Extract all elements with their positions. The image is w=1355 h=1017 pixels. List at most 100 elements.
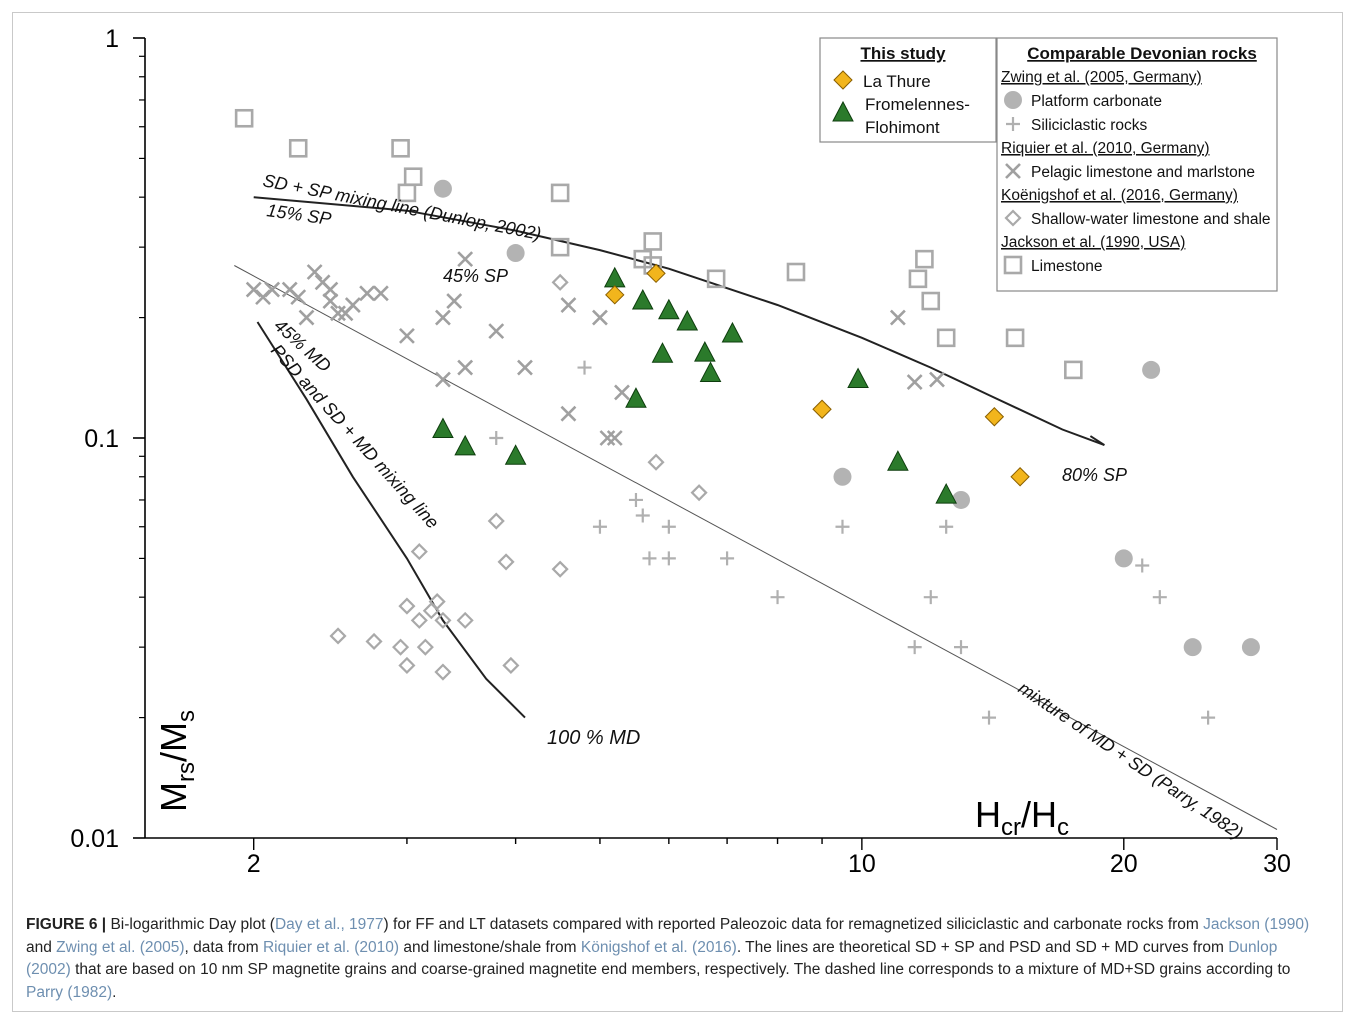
- md100-label: 100 % MD: [547, 727, 640, 749]
- parry-md-sd-line: [234, 265, 1278, 830]
- model-curves: [234, 196, 1278, 830]
- point-siliciclastic-rocks: [577, 360, 592, 375]
- point-platform-carbonate: [433, 179, 452, 198]
- point-pelagic-limestone-and-marlstone: [614, 384, 630, 401]
- legend-source: Zwing et al. (2005, Germany): [1001, 69, 1202, 86]
- caption-text: .: [112, 983, 117, 1001]
- point-shallow-water-limestone-and-shale: [434, 611, 452, 629]
- point-fromelennes-flohimont: [625, 387, 647, 408]
- y-axis-title-part: s: [173, 710, 200, 722]
- x-tick-label: 10: [848, 850, 876, 878]
- point-pelagic-limestone-and-marlstone: [889, 309, 906, 326]
- point-pelagic-limestone-and-marlstone: [488, 323, 505, 340]
- point-fromelennes-flohimont: [603, 266, 626, 288]
- point-platform-carbonate: [1142, 360, 1161, 379]
- x-tick-label: 2: [247, 850, 261, 878]
- point-shallow-water-limestone-and-shale: [398, 597, 416, 615]
- point-pelagic-limestone-and-marlstone: [929, 371, 945, 388]
- sd-sp-curve-end: [1089, 435, 1105, 446]
- axes: 1 0.1 0.01 2 10 20 30 Hcr/Hc Mrs/Ms: [70, 25, 1291, 878]
- point-siliciclastic-rocks: [982, 710, 997, 725]
- point-pelagic-limestone-and-marlstone: [446, 293, 463, 309]
- point-siliciclastic-rocks: [661, 519, 676, 534]
- caption-ref[interactable]: Parry (1982): [26, 983, 113, 1001]
- point-fromelennes-flohimont: [847, 367, 869, 389]
- point-limestone: [288, 138, 308, 158]
- point-limestone: [786, 262, 806, 282]
- caption-ref[interactable]: Dunlop (2002): [26, 938, 1278, 979]
- y-axis-title-part: M: [153, 782, 194, 812]
- legend-marker-cross: [1005, 163, 1021, 179]
- point-pelagic-limestone-and-marlstone: [306, 264, 323, 280]
- figure-caption: FIGURE 6 | Bi-logarithmic Day plot (Day …: [26, 914, 1326, 1004]
- point-pelagic-limestone-and-marlstone: [560, 297, 577, 313]
- figure-frame: [12, 12, 1343, 1012]
- point-platform-carbonate: [952, 490, 971, 509]
- point-limestone: [921, 291, 941, 311]
- point-platform-carbonate: [1183, 638, 1202, 657]
- caption-text: and: [26, 938, 57, 956]
- legend-source: Riquier et al. (2010, Germany): [1001, 140, 1209, 157]
- point-la-thure: [1010, 467, 1030, 487]
- point-platform-carbonate: [1114, 549, 1133, 568]
- point-platform-carbonate: [1241, 638, 1260, 657]
- x-tick-label: 20: [1110, 850, 1138, 878]
- legend-marker-diamond-open: [1004, 209, 1022, 227]
- sp45-label: 45% SP: [443, 266, 508, 286]
- point-shallow-water-limestone-and-shale: [434, 663, 452, 681]
- sp80-label: 80% SP: [1062, 465, 1127, 485]
- point-pelagic-limestone-and-marlstone: [298, 309, 315, 326]
- point-fromelennes-flohimont: [504, 444, 527, 465]
- data-markers: [234, 108, 1260, 725]
- point-limestone: [397, 183, 417, 203]
- legend-comparable-title: Comparable Devonian rocks: [1027, 44, 1257, 63]
- point-pelagic-limestone-and-marlstone: [435, 309, 451, 326]
- point-fromelennes-flohimont: [651, 342, 674, 363]
- legend-comparable-box: [996, 37, 1278, 292]
- point-shallow-water-limestone-and-shale: [410, 543, 428, 561]
- legend-marker-circle: [1004, 91, 1022, 109]
- caption-ref[interactable]: Königshof et al. (2016): [580, 938, 737, 956]
- sd-sp-mixing-curve: [253, 196, 1105, 447]
- point-fromelennes-flohimont: [887, 450, 909, 471]
- figure-label: FIGURE 6 |: [26, 916, 107, 933]
- caption-ref[interactable]: Zwing et al. (2005): [56, 938, 185, 956]
- x-axis-title-part: c: [1057, 814, 1069, 841]
- caption-text: . The lines are theoretical SD + SP and …: [736, 938, 1229, 956]
- point-siliciclastic-rocks: [720, 551, 735, 566]
- point-limestone: [633, 249, 653, 269]
- point-siliciclastic-rocks: [1152, 590, 1167, 605]
- point-pelagic-limestone-and-marlstone: [359, 285, 376, 302]
- caption-ref[interactable]: Riquier et al. (2010): [262, 938, 400, 956]
- legend-marker-fromelennes: [832, 100, 854, 122]
- caption-ref[interactable]: Day et al., 1977: [274, 916, 384, 933]
- point-fromelennes-flohimont: [721, 321, 744, 343]
- point-limestone: [915, 249, 934, 269]
- x-axis-title: Hcr/Hc: [975, 794, 1069, 841]
- point-shallow-water-limestone-and-shale: [410, 611, 428, 629]
- point-pelagic-limestone-and-marlstone: [264, 281, 281, 298]
- legend-marker-plus: [1006, 117, 1020, 131]
- legend-this-study-box: [819, 37, 997, 143]
- y-axis-title: Mrs/Ms: [153, 710, 200, 812]
- point-siliciclastic-rocks: [635, 508, 650, 523]
- point-pelagic-limestone-and-marlstone: [290, 289, 307, 306]
- caption-text: , data from: [184, 938, 263, 956]
- point-fromelennes-flohimont: [935, 482, 958, 504]
- point-fromelennes-flohimont: [454, 434, 476, 456]
- point-limestone: [706, 269, 726, 289]
- point-shallow-water-limestone-and-shale: [416, 638, 434, 656]
- legend-source: Koënigshof et al. (2016, Germany): [1001, 187, 1238, 204]
- legend-source: Jackson et al. (1990, USA): [1001, 234, 1185, 251]
- point-fromelennes-flohimont: [658, 298, 680, 320]
- point-shallow-water-limestone-and-shale: [329, 627, 347, 645]
- point-shallow-water-limestone-and-shale: [551, 273, 569, 291]
- point-siliciclastic-rocks: [954, 640, 969, 655]
- point-pelagic-limestone-and-marlstone: [517, 359, 533, 376]
- y-tick-label: 1: [105, 25, 119, 53]
- legend-this-study-title: This study: [860, 44, 946, 63]
- point-fromelennes-flohimont: [676, 309, 699, 331]
- point-limestone: [391, 138, 410, 158]
- caption-ref[interactable]: Jackson (1990): [1203, 916, 1310, 933]
